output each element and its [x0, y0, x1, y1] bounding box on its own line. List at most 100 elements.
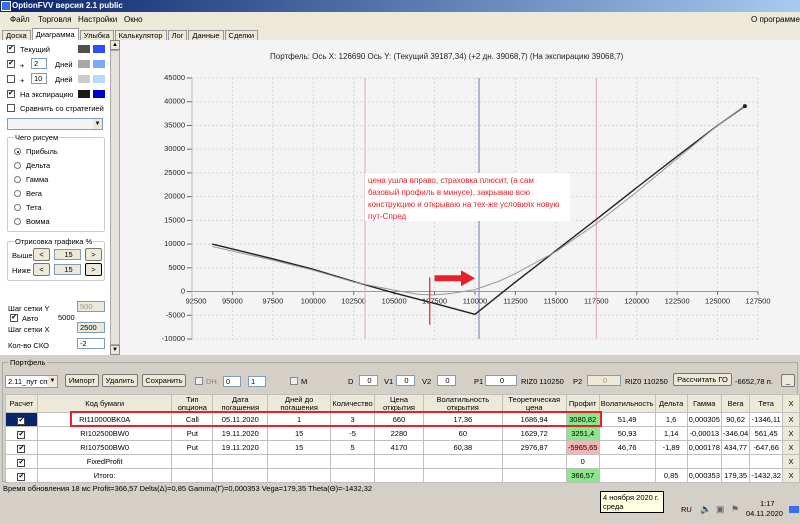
column-header[interactable]: Дата погашения	[212, 394, 269, 413]
column-header[interactable]: Профит	[565, 394, 600, 413]
d-input[interactable]: 0	[359, 375, 378, 386]
column-header[interactable]: Цена открытия	[374, 394, 424, 413]
current-checkbox[interactable]: ✔	[7, 45, 15, 53]
calc-checkbox[interactable]: ✔	[17, 472, 26, 481]
calc-checkbox-cell[interactable]: ✔	[5, 468, 38, 483]
clock-time[interactable]: 1:17	[760, 499, 775, 508]
below-decrease-button[interactable]: <	[33, 263, 50, 276]
above-decrease-button[interactable]: <	[33, 248, 50, 261]
remove-row-button[interactable]: X	[781, 426, 800, 441]
plus-days-checkbox[interactable]: ✔	[7, 60, 15, 68]
tab-diagram[interactable]: Диаграмма	[31, 28, 79, 40]
grid-x-input[interactable]: 2500	[77, 322, 105, 333]
column-header[interactable]: Код бумаги	[36, 394, 173, 413]
below-increase-button[interactable]: >	[85, 263, 102, 276]
current-color-swatch-2[interactable]	[93, 45, 105, 53]
tab-calculator[interactable]: Калькулятор	[114, 30, 167, 40]
portfolio-select[interactable]: 2.11_пут спре	[5, 375, 58, 388]
expiry-color-swatch-2[interactable]	[93, 90, 105, 98]
table-row[interactable]: ✔ RI102500BW0 Put 19.11.2020 15 -5 2280 60 1629,…	[5, 426, 800, 441]
tab-board[interactable]: Доска	[2, 30, 31, 40]
network-icon[interactable]: ▣	[716, 504, 725, 514]
column-header[interactable]: Дельта	[654, 394, 688, 413]
calc-checkbox-cell[interactable]: ✔	[5, 426, 38, 441]
chevron-down-icon[interactable]: ▼	[48, 376, 57, 387]
calc-checkbox[interactable]: ✔	[17, 416, 26, 425]
menu-trading[interactable]: Торговля	[38, 15, 72, 24]
calc-checkbox[interactable]: ✔	[17, 444, 26, 453]
m-checkbox[interactable]	[290, 377, 298, 385]
calculate-margin-button[interactable]: Рассчитать ГО	[673, 373, 732, 386]
scroll-up-icon[interactable]: ▲	[110, 40, 120, 50]
dh-spinner-2[interactable]: 1	[248, 376, 266, 387]
menu-window[interactable]: Окно	[124, 15, 143, 24]
volume-icon[interactable]: 🔈	[700, 504, 712, 514]
expiry-checkbox[interactable]: ✔	[7, 90, 15, 98]
show-desktop-icon[interactable]	[789, 506, 799, 513]
grid-y-input[interactable]: 500	[77, 301, 105, 312]
scroll-thumb[interactable]	[110, 50, 120, 345]
plus-days-color-swatch[interactable]	[78, 60, 90, 68]
import-button[interactable]: Импорт	[65, 374, 99, 387]
menu-settings[interactable]: Настройки	[78, 15, 118, 24]
plus-days-2-checkbox[interactable]	[7, 75, 15, 83]
column-header[interactable]: Волатильность открытия	[422, 394, 503, 413]
radio-profit[interactable]	[14, 148, 21, 155]
column-header[interactable]: Тип опциона	[171, 394, 214, 413]
remove-row-button[interactable]: X	[781, 468, 800, 483]
p2-input[interactable]: 0	[587, 375, 621, 386]
radio-vega[interactable]	[14, 190, 21, 197]
menu-file[interactable]: Файл	[10, 15, 30, 24]
plus-days-input[interactable]: 2	[31, 58, 47, 69]
scroll-down-icon[interactable]: ▼	[110, 345, 120, 355]
remove-row-button[interactable]: X	[781, 440, 800, 455]
radio-delta[interactable]	[14, 162, 21, 169]
tab-data[interactable]: Данные	[188, 30, 224, 40]
flag-icon[interactable]: ⚑	[731, 504, 740, 514]
column-header[interactable]: Теоретическая цена	[501, 394, 567, 413]
column-header[interactable]: Волатильность	[598, 394, 656, 413]
table-row[interactable]: ✔ FixedProfit 0 X	[5, 454, 800, 469]
dh-spinner-1[interactable]: 0	[223, 376, 241, 387]
p1-input[interactable]: 0	[485, 375, 517, 386]
payoff-chart[interactable]: 92500 95000 97500 100000 102500 105000 107500 1…	[120, 40, 800, 355]
v1-input[interactable]: 0	[396, 375, 415, 386]
minimize-button[interactable]: _	[781, 374, 795, 387]
radio-vomma[interactable]	[14, 218, 21, 225]
table-row[interactable]: ✔ Итого: 366,57 0,85 0,000353 179,35 -1432,32 X	[5, 468, 800, 483]
auto-checkbox[interactable]: ✔	[10, 314, 18, 322]
remove-row-button[interactable]: X	[781, 454, 800, 469]
plus-days-2-input[interactable]: 10	[31, 73, 47, 84]
table-row[interactable]: ✔ RI107500BW0 Put 19.11.2020 15 5 4170 60,38 297…	[5, 440, 800, 455]
left-panel-scrollbar[interactable]: ▲ ▼	[110, 40, 120, 355]
above-increase-button[interactable]: >	[85, 248, 102, 261]
column-header[interactable]: Дней до погашения	[267, 394, 332, 413]
sko-input[interactable]: -2	[77, 338, 105, 349]
save-button[interactable]: Сохранить	[142, 374, 186, 387]
delete-button[interactable]: Удалить	[102, 374, 138, 387]
column-header[interactable]: Тета	[749, 394, 783, 413]
radio-theta[interactable]	[14, 204, 21, 211]
plus-days-2-color-swatch[interactable]	[78, 75, 90, 83]
calc-checkbox[interactable]: ✔	[17, 430, 26, 439]
calc-checkbox[interactable]: ✔	[17, 458, 26, 467]
calc-checkbox-cell[interactable]: ✔	[5, 412, 38, 427]
calc-checkbox-cell[interactable]: ✔	[5, 440, 38, 455]
remove-row-button[interactable]: X	[781, 412, 800, 427]
column-header[interactable]: Вега	[720, 394, 751, 413]
radio-gamma[interactable]	[14, 176, 21, 183]
plus-days-2-color-swatch-2[interactable]	[93, 75, 105, 83]
compare-strategy-checkbox[interactable]	[7, 104, 15, 112]
chevron-down-icon[interactable]: ▼	[93, 119, 102, 129]
column-header[interactable]: X	[781, 394, 800, 413]
tab-log[interactable]: Лог	[167, 30, 188, 40]
dh-checkbox[interactable]	[195, 377, 203, 385]
column-header[interactable]: Количество	[330, 394, 376, 413]
plus-days-color-swatch-2[interactable]	[93, 60, 105, 68]
tab-trades[interactable]: Сделки	[224, 30, 259, 40]
column-header[interactable]: Расчет	[5, 394, 38, 413]
v2-input[interactable]: 0	[437, 375, 456, 386]
strategy-select[interactable]	[7, 118, 103, 130]
expiry-color-swatch[interactable]	[78, 90, 90, 98]
current-color-swatch[interactable]	[78, 45, 90, 53]
